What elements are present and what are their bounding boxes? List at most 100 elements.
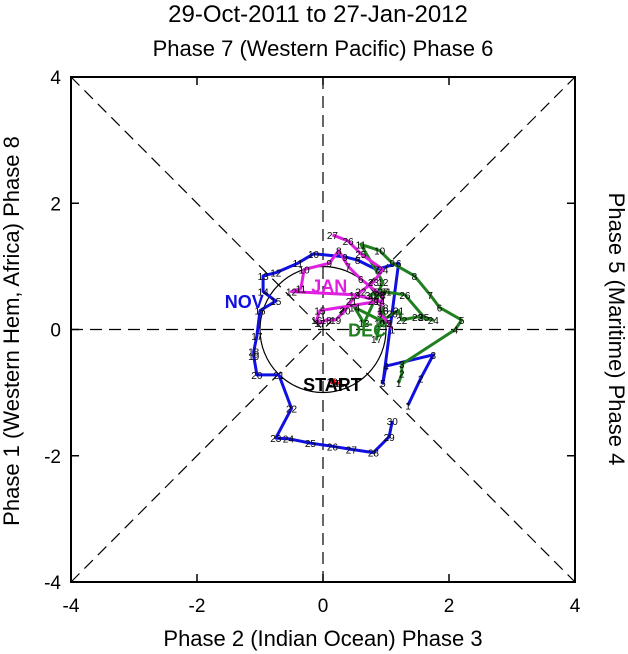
day-label-dec: 12 — [377, 278, 389, 289]
y-axis-label-left: Phase 1 (Western Hem, Africa) Phase 8 — [0, 136, 24, 526]
x-tick-label: 0 — [318, 596, 329, 617]
day-label-dec: 18 — [377, 303, 389, 314]
x-tick-label: -2 — [189, 596, 206, 617]
day-label-jan: 10 — [299, 266, 311, 277]
day-label-nov: 10 — [308, 250, 320, 261]
day-label-dec: 9 — [390, 259, 396, 270]
day-label-dec: 2 — [399, 370, 405, 381]
series-line-jan — [290, 233, 394, 331]
series-line-dec — [353, 242, 464, 384]
day-label-jan: 19 — [330, 316, 342, 327]
day-label-jan: 21 — [346, 297, 358, 308]
day-label-nov: 27 — [346, 445, 358, 456]
y-tick-label: 4 — [50, 68, 61, 89]
day-label-nov: 11 — [293, 259, 304, 270]
day-label-jan: 27 — [327, 231, 339, 242]
day-label-jan: 14 — [374, 297, 386, 308]
day-label-dec: 11 — [356, 240, 367, 251]
day-label-nov: 2 — [418, 375, 424, 386]
day-label-dec: 10 — [374, 247, 386, 258]
day-label-nov: 5 — [380, 379, 386, 390]
x-axis-label: Phase 2 (Indian Ocean) Phase 3 — [163, 626, 482, 651]
day-label-dec: 1 — [396, 379, 402, 390]
chart-title: 29-Oct-2011 to 27-Jan-2012 — [168, 1, 468, 28]
day-label-jan: 17 — [314, 319, 326, 330]
day-label-jan: 12 — [286, 288, 298, 299]
day-label-oct: 31 — [333, 379, 345, 390]
day-label-nov: 7 — [374, 266, 380, 277]
day-label-jan: 2 — [386, 319, 392, 330]
day-label-dec: 19 — [374, 319, 386, 330]
day-label-dec: 20 — [387, 310, 399, 321]
day-label-nov: 20 — [251, 371, 263, 382]
day-label-nov: 3 — [430, 351, 436, 362]
day-label-dec: 29 — [368, 297, 380, 308]
day-label-dec: 16 — [377, 307, 389, 318]
day-label-dec: 31 — [380, 288, 392, 299]
day-label-dec: 15 — [380, 319, 392, 330]
day-label-dec: 8 — [412, 272, 418, 283]
day-label-nov: 28 — [368, 449, 380, 460]
day-label-nov: 21 — [273, 371, 285, 382]
chart-subtitle: Phase 7 (Western Pacific) Phase 6 — [153, 36, 494, 61]
day-label-dec: 5 — [459, 316, 465, 327]
day-label-dec: 25 — [418, 313, 430, 324]
day-label-dec: 3 — [399, 360, 405, 371]
day-label-jan: 18 — [321, 316, 333, 327]
day-label-nov: 26 — [327, 442, 339, 453]
day-label-nov: 8 — [355, 256, 361, 267]
day-label-dec: 23 — [412, 313, 424, 324]
day-label-jan: 20 — [339, 307, 351, 318]
day-label-jan: 3 — [377, 310, 383, 321]
day-label-jan: 23 — [368, 278, 380, 289]
day-label-nov: 30 — [387, 417, 399, 428]
y-tick-label: 2 — [50, 194, 61, 215]
day-label-nov: 15 — [270, 297, 282, 308]
day-label-nov: 14 — [258, 288, 270, 299]
day-label-dec: 26 — [399, 291, 411, 302]
day-label-jan: 22 — [355, 288, 367, 299]
day-label-dec: 7 — [427, 291, 433, 302]
day-label-nov: 18 — [248, 348, 260, 359]
day-label-dec: 27 — [377, 288, 389, 299]
day-label-dec: 24 — [428, 316, 440, 327]
phase-divider-diagonal-2 — [70, 76, 576, 583]
day-label-dec: 14 — [349, 303, 361, 314]
day-label-dec: 17 — [371, 335, 383, 346]
day-label-nov: 19 — [248, 352, 260, 363]
day-label-jan: 11 — [296, 284, 307, 295]
x-tick-label: 4 — [570, 596, 581, 617]
day-label-jan: 24 — [377, 266, 389, 277]
day-label-nov: 29 — [384, 433, 396, 444]
day-label-jan: 5 — [374, 288, 380, 299]
day-label-jan: 15 — [314, 307, 326, 318]
x-tick-label: 2 — [444, 596, 455, 617]
day-label-dec: 6 — [437, 303, 443, 314]
series-line-nov — [252, 252, 435, 455]
day-label-dec: 28 — [374, 291, 386, 302]
day-label-nov: 25 — [305, 439, 317, 450]
day-label-nov: 24 — [283, 435, 295, 446]
day-label-jan: 25 — [355, 250, 367, 261]
day-label-dec: 22 — [396, 316, 408, 327]
month-label-dec: DEC — [348, 321, 386, 341]
day-label-jan: 6 — [358, 275, 364, 286]
y-tick-label: 0 — [50, 321, 61, 342]
day-label-nov: 16 — [254, 307, 266, 318]
day-label-jan: 16 — [311, 316, 323, 327]
day-label-jan: 26 — [343, 237, 355, 248]
y-axis-label-right: Phase 5 (Maritime) Phase 4 — [604, 193, 628, 466]
day-label-jan: 4 — [380, 291, 386, 302]
day-label-oct: 30 — [330, 379, 342, 390]
day-label-jan: 13 — [349, 291, 361, 302]
y-tick-label: -4 — [44, 573, 61, 594]
day-label-jan: 9 — [327, 259, 333, 270]
month-label-jan: JAN — [311, 276, 347, 296]
day-label-nov: 4 — [383, 362, 389, 373]
day-label-nov: 1 — [405, 401, 411, 412]
start-marker — [329, 378, 336, 385]
day-label-nov: 17 — [251, 332, 263, 343]
y-tick-label: -2 — [44, 447, 61, 468]
